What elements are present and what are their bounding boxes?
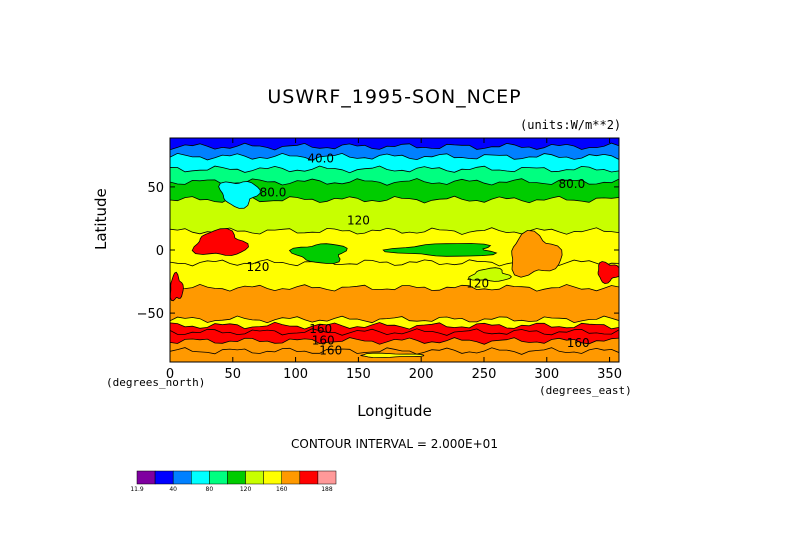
y-tick-label: 0	[156, 244, 164, 259]
units-label: (units:W/m**2)	[520, 118, 622, 132]
contour-region	[382, 243, 498, 257]
contour-label: 80.0	[260, 186, 287, 200]
contour-label: 120	[246, 260, 269, 274]
x-axis-label: Longitude	[357, 402, 432, 420]
contour-region	[468, 267, 512, 282]
contour-region	[359, 352, 425, 359]
contour-region	[597, 261, 619, 285]
chart-title: USWRF_1995-SON_NCEP	[267, 86, 522, 108]
colorbar-label: 80	[206, 486, 214, 493]
contour-label: 120	[347, 213, 370, 227]
contour-interval-text: CONTOUR INTERVAL = 2.000E+01	[291, 437, 498, 451]
colorbar-swatch	[191, 470, 210, 485]
y-tick-label: 50	[147, 181, 164, 196]
colorbar-swatch	[172, 470, 192, 485]
x-tick-label: 200	[409, 367, 434, 382]
contour-label: 80.0	[559, 177, 586, 191]
colorbar-swatch	[263, 470, 282, 485]
contour-fill-layer	[170, 138, 619, 362]
x-tick-label: 50	[225, 367, 242, 382]
contour-label: 160	[567, 336, 590, 350]
colorbar: 11.9 40 80 120 160 188	[130, 470, 337, 493]
x-tick-label: 250	[472, 367, 497, 382]
colorbar-label: 40	[169, 486, 177, 493]
colorbar-swatch	[281, 470, 301, 485]
contour-region	[288, 243, 348, 264]
contour-label: 160	[312, 333, 335, 347]
contour-label: 160	[309, 322, 332, 336]
contour-region	[511, 230, 563, 278]
colorbar-swatch	[209, 470, 228, 485]
x-tick-label: 0	[166, 367, 174, 382]
colorbar-swatch	[227, 470, 246, 485]
x-axis-units-right: (degrees_east)	[539, 384, 632, 397]
colorbar-label: 120	[240, 486, 252, 493]
colorbar-swatch	[245, 470, 264, 485]
colorbar-label: 188	[321, 486, 333, 493]
colorbar-swatch	[317, 470, 337, 485]
colorbar-swatch	[299, 470, 319, 485]
y-tick-label: −50	[137, 307, 164, 322]
contour-label: 40.0	[307, 152, 334, 166]
x-tick-label: 100	[283, 367, 308, 382]
x-tick-label: 300	[534, 367, 559, 382]
contour-label: 160	[319, 343, 342, 357]
colorbar-swatch	[136, 470, 156, 485]
x-axis-units-left: (degrees_north)	[106, 376, 206, 389]
axes: 0 50 100 150 200 250 300 350 50 0 −50	[137, 138, 622, 382]
contour-region	[218, 181, 261, 209]
colorbar-swatch	[154, 470, 174, 485]
x-tick-label: 350	[597, 367, 622, 382]
contour-region	[170, 271, 184, 302]
contour-label: 120	[466, 277, 489, 291]
colorbar-label: 11.9	[130, 486, 144, 493]
contour-region	[191, 228, 249, 256]
x-tick-label: 150	[346, 367, 371, 382]
colorbar-label: 160	[276, 486, 288, 493]
